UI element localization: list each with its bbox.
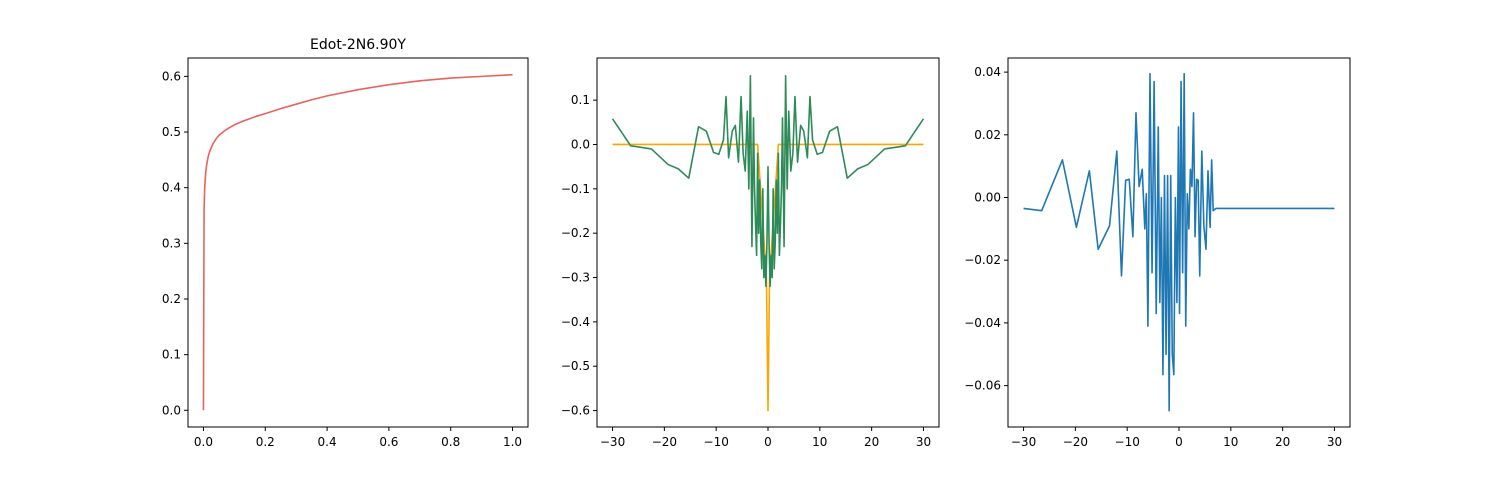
axes-3-ytick-label: −0.02 (964, 253, 1001, 267)
axes-2-ticks: −30 −20 −10 0 10 20 30 0.1 0.0 −0.1 −0.2 −0.3 −0.4 −0… (561, 93, 931, 449)
axes-2-xtick-label: 20 (864, 435, 879, 449)
axes-3-ytick-label: −0.06 (964, 379, 1001, 393)
axes-3-ticks: −30 −20 −10 0 10 20 30 0.04 0.02 0.00 −0.02 −0.04 −0… (964, 65, 1342, 449)
axes-2-ytick-label: −0.1 (561, 182, 590, 196)
axes-3-xtick-label: 0 (1175, 435, 1183, 449)
axes-2: −30 −20 −10 0 10 20 30 0.1 0.0 −0.1 −0.2 −0.3 −0.4 −0… (561, 57, 940, 449)
axes-3-ytick-label: 0.04 (974, 65, 1001, 79)
axes-2-xtick-label: −10 (704, 435, 729, 449)
axes-3-ytick-label: 0.00 (974, 191, 1001, 205)
axes-1-ytick-label: 0.2 (162, 292, 181, 306)
axes-1-ytick-label: 0.6 (162, 69, 181, 83)
axes-2-ytick-label: −0.3 (561, 271, 590, 285)
axes-2-ytick-label: 0.0 (571, 137, 590, 151)
axes-1-title: Edot-2N6.90Y (310, 37, 406, 53)
axes-3-xtick-label: −20 (1063, 435, 1088, 449)
axes-2-ytick-label: −0.6 (561, 404, 590, 418)
axes-3-xtick-label: 30 (1327, 435, 1342, 449)
axes-1-xtick-label: 0.2 (256, 435, 275, 449)
axes-1-ticks: 0.0 0.2 0.4 0.6 0.8 1.0 0.0 0.1 0.2 0.3 0.4 0.5 0.6 (162, 69, 522, 449)
axes-1-xtick-label: 0.6 (379, 435, 398, 449)
axes-2-frame (596, 57, 940, 428)
axes-1-series-1-line (202, 73, 513, 411)
axes-1-ytick-label: 0.5 (162, 125, 181, 139)
axes-1-xtick-label: 0.4 (318, 435, 337, 449)
axes-1-frame (187, 57, 529, 428)
axes-1-xtick-label: 0.0 (194, 435, 213, 449)
axes-1-ytick-label: 0.1 (162, 348, 181, 362)
axes-2-ytick-label: 0.1 (571, 93, 590, 107)
axes-3-xtick-label: −30 (1011, 435, 1036, 449)
axes-1-ytick-label: 0.4 (162, 181, 181, 195)
axes-1-series (202, 73, 513, 411)
axes-3-frame (1007, 57, 1351, 428)
axes-3-xtick-label: 20 (1275, 435, 1290, 449)
axes-2-xtick-label: −20 (652, 435, 677, 449)
axes-2-ytick-label: −0.5 (561, 359, 590, 373)
axes-2-xtick-label: 0 (764, 435, 772, 449)
axes-3-series (1023, 72, 1335, 412)
axes-2-ytick-label: −0.2 (561, 226, 590, 240)
axes-1-ytick-label: 0.3 (162, 236, 181, 250)
axes-3: −30 −20 −10 0 10 20 30 0.04 0.02 0.00 −0.02 −0.04 −0… (964, 57, 1351, 449)
axes-1-xtick-label: 1.0 (503, 435, 522, 449)
axes-2-xtick-label: 10 (812, 435, 827, 449)
axes-3-xtick-label: −10 (1115, 435, 1140, 449)
axes-2-ytick-label: −0.4 (561, 315, 590, 329)
axes-2-series-1-line (612, 143, 924, 412)
axes-2-series-2-line (611, 74, 925, 288)
axes-1-xtick-label: 0.8 (441, 435, 460, 449)
axes-3-xtick-label: 10 (1223, 435, 1238, 449)
axes-2-xtick-label: −30 (600, 435, 625, 449)
axes-1-ytick-label: 0.0 (162, 403, 181, 417)
axes-3-ytick-label: 0.02 (974, 128, 1001, 142)
axes-3-ytick-label: −0.04 (964, 316, 1001, 330)
axes-2-xtick-label: 30 (916, 435, 931, 449)
axes-1: Edot-2N6.90Y 0.0 0.2 0.4 0.6 0.8 1.0 0.0 0.1 0.2… (162, 37, 529, 449)
axes-3-series-1-line (1023, 72, 1335, 412)
axes-2-series (611, 74, 925, 412)
